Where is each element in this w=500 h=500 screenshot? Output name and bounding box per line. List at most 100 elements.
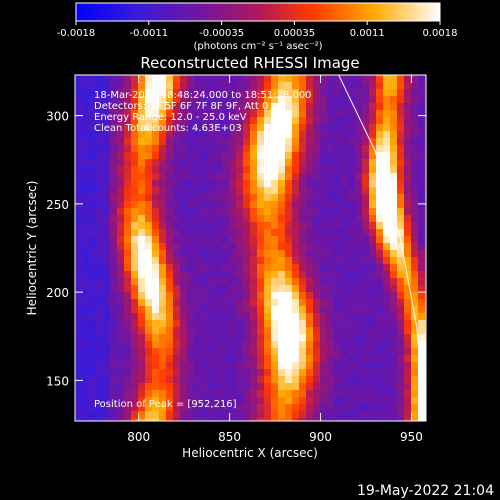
heatmap-cell (362, 341, 369, 348)
heatmap-cell (292, 229, 299, 236)
heatmap-cell (75, 348, 82, 355)
heatmap-cell (250, 411, 257, 418)
heatmap-cell (264, 292, 271, 299)
heatmap-cell (285, 383, 292, 390)
heatmap-cell (131, 285, 138, 292)
heatmap-cell (292, 397, 299, 404)
heatmap-cell (166, 348, 173, 355)
heatmap-cell (299, 75, 306, 82)
heatmap-cell (306, 362, 313, 369)
heatmap-cell (194, 250, 201, 257)
heatmap-cell (306, 96, 313, 103)
heatmap-cell (299, 348, 306, 355)
heatmap-cell (131, 117, 138, 124)
heatmap-cell (411, 278, 418, 285)
heatmap-cell (145, 229, 152, 236)
heatmap-cell (278, 313, 285, 320)
colorbar-tick-label: 0.00035 (274, 28, 315, 39)
heatmap-cell (397, 397, 404, 404)
heatmap-cell (334, 131, 341, 138)
heatmap-cell (411, 131, 418, 138)
heatmap-cell (257, 369, 264, 376)
heatmap-cell (96, 103, 103, 110)
heatmap-cell (89, 201, 96, 208)
heatmap-cell (320, 110, 327, 117)
heatmap-cell (271, 271, 278, 278)
heatmap-cell (334, 124, 341, 131)
heatmap-cell (271, 376, 278, 383)
heatmap-cell (278, 89, 285, 96)
heatmap-cell (418, 341, 425, 348)
heatmap-cell (103, 397, 110, 404)
heatmap-cell (159, 138, 166, 145)
heatmap-cell (131, 327, 138, 334)
heatmap-cell (341, 208, 348, 215)
heatmap-cell (278, 250, 285, 257)
heatmap-cell (75, 390, 82, 397)
heatmap-cell (117, 320, 124, 327)
heatmap-cell (369, 383, 376, 390)
heatmap-cell (152, 313, 159, 320)
heatmap-cell (180, 166, 187, 173)
heatmap-cell (320, 250, 327, 257)
heatmap-cell (152, 117, 159, 124)
heatmap-cell (369, 292, 376, 299)
heatmap-cell (173, 180, 180, 187)
heatmap-cell (236, 222, 243, 229)
heatmap-cell (229, 124, 236, 131)
heatmap-cell (82, 131, 89, 138)
heatmap-cell (131, 110, 138, 117)
heatmap-cell (96, 166, 103, 173)
heatmap-cell (124, 103, 131, 110)
heatmap-cell (271, 257, 278, 264)
heatmap-cell (278, 390, 285, 397)
heatmap-cell (355, 362, 362, 369)
heatmap-cell (215, 292, 222, 299)
heatmap-cell (75, 131, 82, 138)
heatmap-cell (397, 173, 404, 180)
heatmap-cell (117, 187, 124, 194)
heatmap-cell (166, 103, 173, 110)
heatmap-cell (89, 159, 96, 166)
heatmap-cell (82, 89, 89, 96)
heatmap-cell (215, 334, 222, 341)
heatmap-cell (194, 103, 201, 110)
heatmap-cell (229, 103, 236, 110)
heatmap-cell (390, 131, 397, 138)
annotation-time-range: 18-Mar-2015 18:48:24.000 to 18:51:28.000 (94, 90, 312, 101)
heatmap-cell (75, 327, 82, 334)
heatmap-cell (96, 89, 103, 96)
heatmap-cell (390, 145, 397, 152)
heatmap-cell (355, 138, 362, 145)
heatmap-cell (362, 250, 369, 257)
heatmap-cell (103, 404, 110, 411)
heatmap-cell (418, 201, 425, 208)
heatmap-cell (341, 145, 348, 152)
heatmap-cell (292, 152, 299, 159)
heatmap-cell (383, 103, 390, 110)
heatmap-cell (313, 334, 320, 341)
heatmap-cell (152, 131, 159, 138)
heatmap-cell (285, 145, 292, 152)
heatmap-cell (236, 397, 243, 404)
heatmap-cell (411, 341, 418, 348)
heatmap-cell (145, 166, 152, 173)
heatmap-cell (208, 117, 215, 124)
heatmap-cell (320, 383, 327, 390)
heatmap-cell (166, 138, 173, 145)
heatmap-cell (278, 138, 285, 145)
heatmap-cell (348, 271, 355, 278)
heatmap-cell (89, 103, 96, 110)
heatmap-cell (131, 306, 138, 313)
heatmap-cell (299, 145, 306, 152)
heatmap-cell (243, 285, 250, 292)
heatmap-cell (292, 110, 299, 117)
heatmap-cell (229, 292, 236, 299)
heatmap-cell (187, 250, 194, 257)
heatmap-cell (187, 96, 194, 103)
heatmap-cell (173, 145, 180, 152)
heatmap-cell (348, 362, 355, 369)
heatmap-cell (362, 173, 369, 180)
heatmap-cell (411, 166, 418, 173)
heatmap-cell (250, 278, 257, 285)
